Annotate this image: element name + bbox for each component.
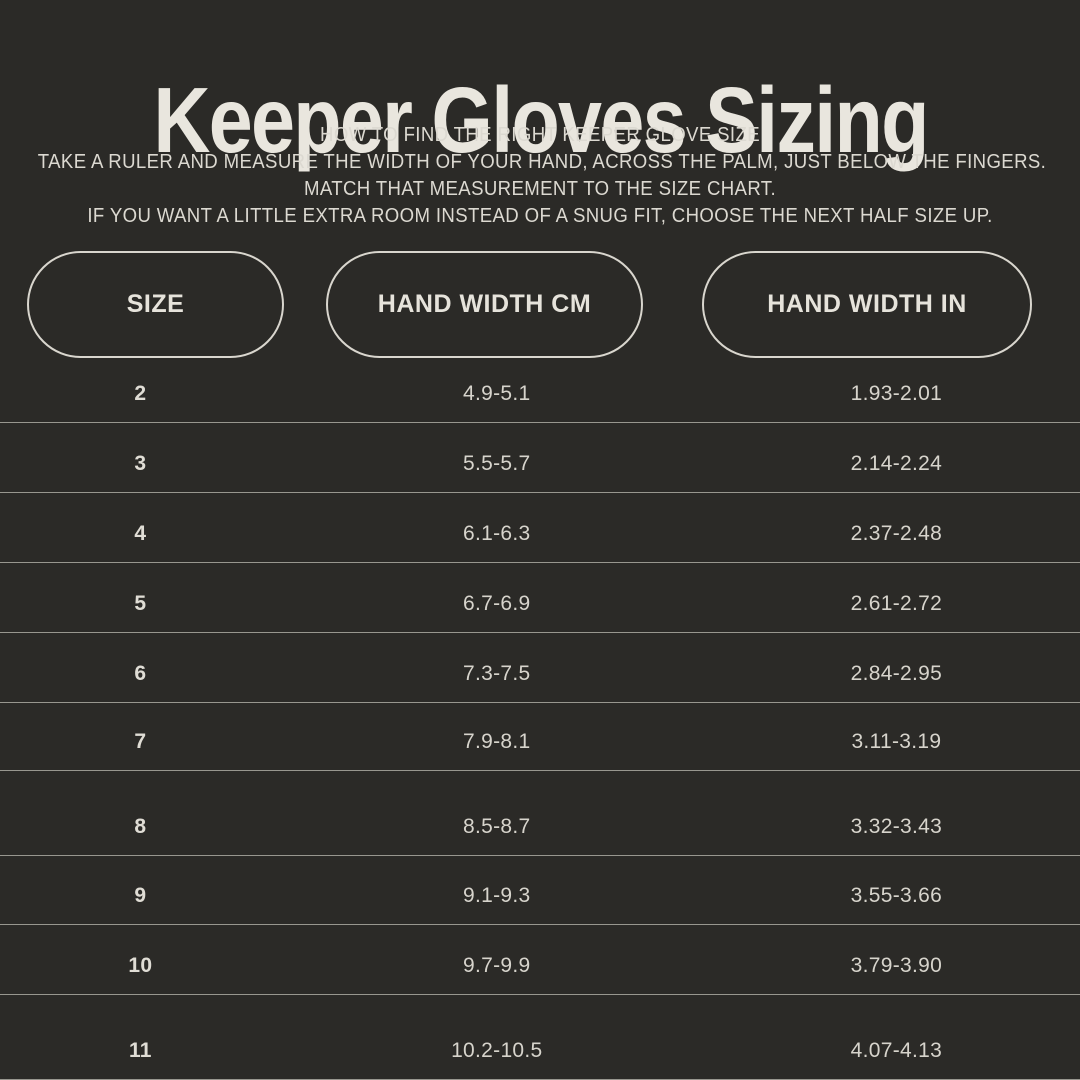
hand-width-in-cell: 3.11-3.19 <box>851 730 942 753</box>
hand-width-cm-cell: 10.2-10.5 <box>451 1039 543 1062</box>
size-cell: 10 <box>128 954 153 977</box>
hand-width-cm-cell: 9.7-9.9 <box>463 954 531 977</box>
hand-width-cm-cell: 9.1-9.3 <box>463 884 531 907</box>
hand-width-cm-cell: 6.1-6.3 <box>463 522 531 545</box>
hand-width-cm-cell: 8.5-8.7 <box>463 815 531 838</box>
size-cell: 11 <box>128 1039 152 1062</box>
hand-width-in-cell: 3.79-3.90 <box>850 954 943 977</box>
column-header-hand-width-cm-label: HAND WIDTH CM <box>377 290 592 318</box>
size-cell: 2 <box>134 382 147 405</box>
instructions: HOW TO FIND THE RIGHT KEEPER GLOVE SIZE … <box>0 122 1080 230</box>
hand-width-in-cell: 2.37-2.48 <box>850 522 943 545</box>
hand-width-cm-cell: 6.7-6.9 <box>463 592 531 615</box>
instruction-line: IF YOU WANT A LITTLE EXTRA ROOM INSTEAD … <box>87 205 993 227</box>
hand-width-in-cell: 2.84-2.95 <box>850 662 943 685</box>
size-cell: 8 <box>134 815 147 838</box>
table-row: 10 9.7-9.9 3.79-3.90 <box>0 925 1080 995</box>
hand-width-in-cell: 1.93-2.01 <box>850 382 943 405</box>
size-cell: 4 <box>134 522 147 545</box>
table-row: 2 4.9-5.1 1.93-2.01 <box>0 358 1080 423</box>
table-row: 3 5.5-5.7 2.14-2.24 <box>0 423 1080 493</box>
hand-width-in-cell: 4.07-4.13 <box>850 1039 943 1062</box>
table-row: 6 7.3-7.5 2.84-2.95 <box>0 633 1080 703</box>
size-cell: 7 <box>134 730 147 753</box>
hand-width-in-cell: 3.32-3.43 <box>850 815 943 838</box>
page-title: Keeper Gloves Sizing <box>0 74 1080 167</box>
table-row: 9 9.1-9.3 3.55-3.66 <box>0 856 1080 925</box>
hand-width-cm-cell: 7.9-8.1 <box>463 730 531 753</box>
table-row: 5 6.7-6.9 2.61-2.72 <box>0 563 1080 633</box>
size-cell: 3 <box>134 452 147 475</box>
table-row: 8 8.5-8.7 3.32-3.43 <box>0 771 1080 856</box>
size-cell: 5 <box>134 592 147 615</box>
table-row: 7 7.9-8.1 3.11-3.19 <box>0 703 1080 771</box>
column-header-size-label: SIZE <box>126 290 185 318</box>
size-cell: 6 <box>134 662 147 685</box>
table-row: 11 10.2-10.5 4.07-4.13 <box>0 995 1080 1080</box>
instruction-line: HOW TO FIND THE RIGHT KEEPER GLOVE SIZE <box>320 124 760 146</box>
page-title-text: Keeper Gloves Sizing <box>152 68 929 173</box>
hand-width-in-cell: 2.14-2.24 <box>850 452 943 475</box>
size-table: 2 4.9-5.1 1.93-2.01 3 5.5-5.7 2.14-2.24 … <box>0 358 1080 1080</box>
column-header-hand-width-in-label: HAND WIDTH IN <box>767 290 967 318</box>
hand-width-cm-cell: 5.5-5.7 <box>463 452 531 475</box>
table-row: 4 6.1-6.3 2.37-2.48 <box>0 493 1080 563</box>
column-header-hand-width-cm: HAND WIDTH CM <box>326 251 643 358</box>
hand-width-cm-cell: 4.9-5.1 <box>463 382 531 405</box>
hand-width-in-cell: 3.55-3.66 <box>850 884 943 907</box>
instruction-line: TAKE A RULER AND MEASURE THE WIDTH OF YO… <box>37 151 1047 173</box>
column-header-hand-width-in: HAND WIDTH IN <box>702 251 1032 358</box>
size-cell: 9 <box>134 884 147 907</box>
column-header-size: SIZE <box>27 251 284 358</box>
hand-width-in-cell: 2.61-2.72 <box>850 592 943 615</box>
instruction-line: MATCH THAT MEASUREMENT TO THE SIZE CHART… <box>303 178 777 200</box>
hand-width-cm-cell: 7.3-7.5 <box>463 662 531 685</box>
